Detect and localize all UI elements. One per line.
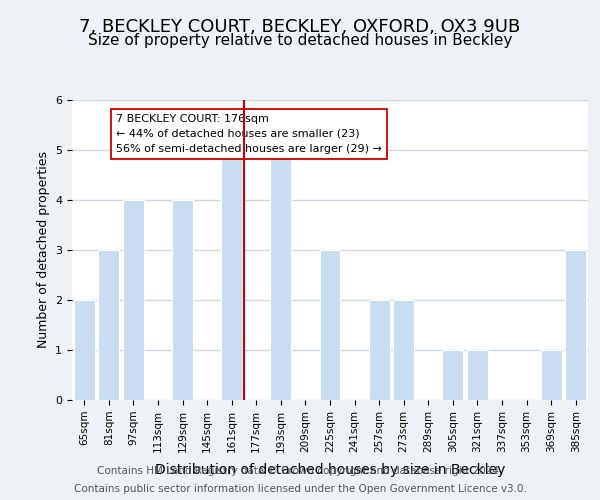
Bar [368,300,389,400]
Bar [565,250,586,400]
Bar [221,150,242,400]
Text: Contains public sector information licensed under the Open Government Licence v3: Contains public sector information licen… [74,484,526,494]
Bar [320,250,340,400]
Text: Size of property relative to detached houses in Beckley: Size of property relative to detached ho… [88,32,512,48]
Text: 7 BECKLEY COURT: 176sqm
← 44% of detached houses are smaller (23)
56% of semi-de: 7 BECKLEY COURT: 176sqm ← 44% of detache… [116,114,382,154]
Bar [442,350,463,400]
Bar [123,200,144,400]
Bar [393,300,414,400]
X-axis label: Distribution of detached houses by size in Beckley: Distribution of detached houses by size … [155,463,505,477]
Bar [74,300,95,400]
Text: 7, BECKLEY COURT, BECKLEY, OXFORD, OX3 9UB: 7, BECKLEY COURT, BECKLEY, OXFORD, OX3 9… [79,18,521,36]
Bar [172,200,193,400]
Bar [98,250,119,400]
Y-axis label: Number of detached properties: Number of detached properties [37,152,50,348]
Bar [271,150,292,400]
Bar [541,350,562,400]
Text: Contains HM Land Registry data © Crown copyright and database right 2024.: Contains HM Land Registry data © Crown c… [97,466,503,476]
Bar [467,350,488,400]
